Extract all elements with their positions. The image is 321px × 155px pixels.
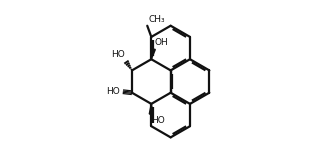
Text: HO: HO — [106, 87, 120, 96]
Polygon shape — [151, 49, 155, 59]
Text: OH: OH — [154, 38, 168, 47]
Text: HO: HO — [151, 116, 165, 125]
Text: CH₃: CH₃ — [148, 15, 165, 24]
Text: HO: HO — [111, 50, 125, 59]
Polygon shape — [149, 104, 153, 114]
